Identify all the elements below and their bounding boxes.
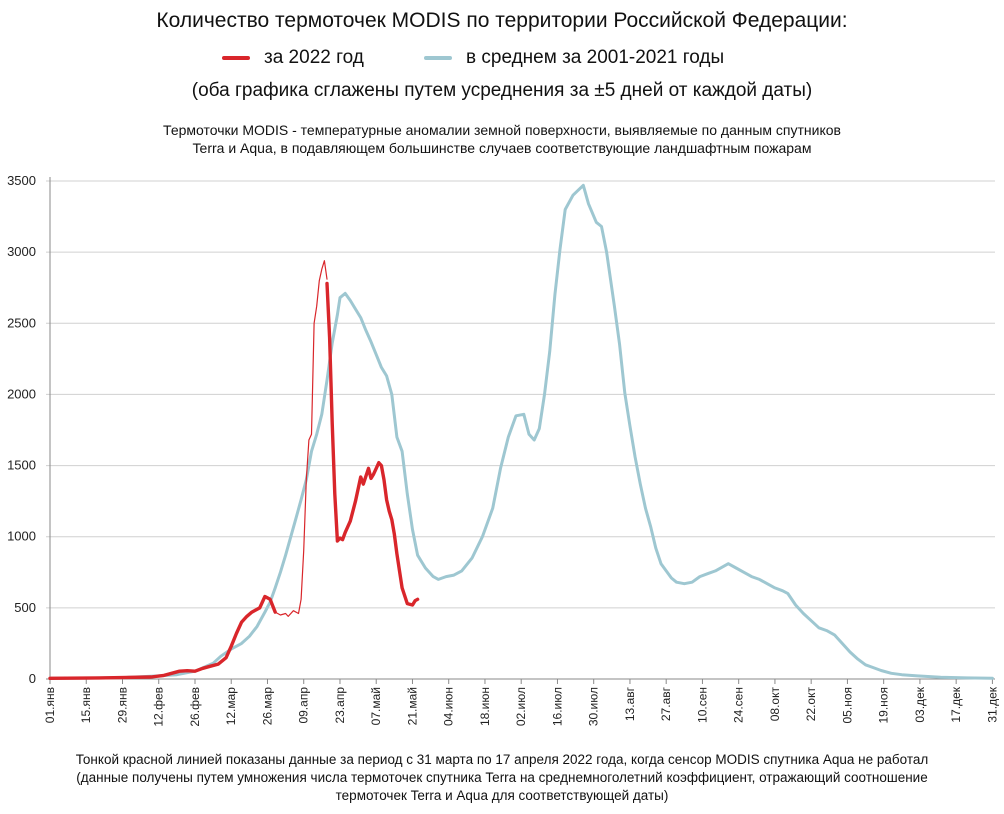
subtitle-line-1: Термоточки MODIS - температурные аномали…	[163, 122, 841, 138]
subtitle-line-2: Terra и Aqua, в подавляющем большинстве …	[192, 140, 812, 156]
x-tick-label: 19.ноя	[877, 687, 891, 723]
x-tick-label: 13.авг	[623, 686, 637, 721]
legend: за 2022 год в среднем за 2001-2021 годы	[0, 47, 1004, 73]
x-tick-label: 22.окт	[804, 687, 818, 722]
y-axis-ticks: 0 500 1000 1500 2000 2500 3000 3500	[7, 173, 36, 686]
x-tick-label: 26.фев	[188, 687, 202, 727]
legend-label-2022: за 2022 год	[264, 47, 364, 68]
x-tick-label: 24.сен	[732, 687, 746, 723]
series-line-2	[274, 260, 328, 617]
chart-title: Количество термоточек MODIS по территори…	[156, 9, 848, 32]
y-tick-label: 2000	[7, 386, 36, 401]
x-tick-label: 12.мар	[224, 687, 238, 726]
legend-item-2022: за 2022 год	[222, 47, 364, 69]
series-line-0	[48, 183, 994, 680]
x-tick-label: 12.фев	[152, 687, 166, 727]
x-tick-label: 17.дек	[949, 686, 963, 722]
smoothing-note: (оба графика сглажены путем усреднения з…	[191, 80, 813, 101]
x-tick-label: 26.мар	[260, 687, 274, 726]
footer-line-1: Тонкой красной линией показаны данные за…	[75, 752, 929, 767]
x-tick-label: 07.май	[369, 687, 383, 725]
series-lines	[48, 183, 994, 680]
grid	[46, 177, 995, 680]
x-tick-label: 02.июл	[514, 687, 528, 726]
x-tick-label: 09.апр	[297, 687, 311, 724]
x-tick-label: 03.дек	[913, 686, 927, 722]
y-tick-label: 1000	[7, 529, 36, 544]
legend-item-average: в среднем за 2001-2021 годы	[424, 47, 724, 69]
y-tick-label: 2500	[7, 315, 36, 330]
legend-swatch-red	[222, 56, 250, 60]
x-tick-label: 05.ноя	[840, 687, 854, 723]
x-axis-ticks: 01.янв 15.янв 29.янв 12.фев 26.фев 12.мар 26.м…	[43, 679, 999, 727]
x-tick-label: 08.окт	[768, 687, 782, 722]
footer-line-3: термоточек Terra и Aqua для соответствую…	[335, 788, 669, 803]
series-line-1	[48, 594, 277, 680]
x-tick-label: 21.май	[405, 687, 419, 725]
x-tick-label: 16.июл	[550, 687, 564, 726]
x-tick-label: 10.сен	[695, 687, 709, 723]
x-tick-label: 31.дек	[985, 686, 999, 722]
legend-swatch-blue	[424, 56, 452, 60]
y-tick-label: 3500	[7, 173, 36, 188]
x-tick-label: 04.июн	[442, 687, 456, 726]
x-tick-label: 30.июл	[587, 687, 601, 726]
x-tick-label: 23.апр	[333, 687, 347, 724]
x-tick-label: 15.янв	[79, 687, 93, 723]
y-tick-label: 3000	[7, 244, 36, 259]
footer-line-2: (данные получены путем умножения числа т…	[76, 770, 928, 785]
x-tick-label: 29.янв	[115, 687, 129, 723]
y-tick-label: 0	[29, 671, 36, 686]
x-tick-label: 01.янв	[43, 687, 57, 723]
x-tick-label: 18.июн	[478, 687, 492, 726]
y-tick-label: 1500	[7, 458, 36, 473]
y-tick-label: 500	[14, 600, 36, 615]
x-tick-label: 27.авг	[659, 686, 673, 721]
series-line-3	[325, 281, 420, 607]
legend-label-average: в среднем за 2001-2021 годы	[466, 47, 725, 68]
